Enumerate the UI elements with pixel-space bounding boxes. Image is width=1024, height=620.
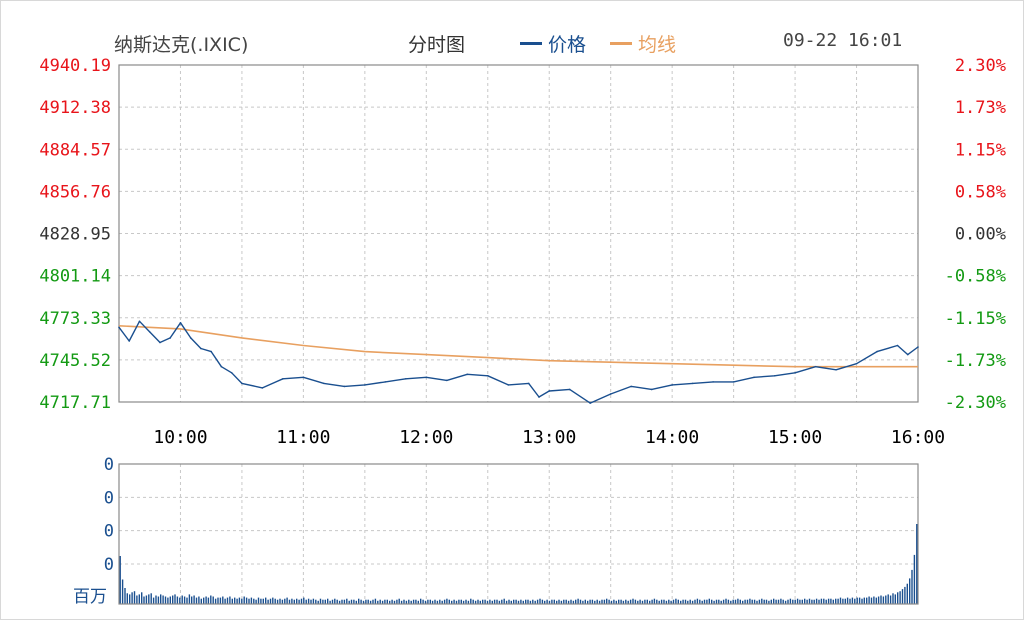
datetime-stamp: 09-22 16:01 — [783, 30, 903, 51]
price-point — [466, 373, 469, 376]
price-point — [507, 384, 510, 386]
x-tick-label: 10:00 — [153, 427, 207, 448]
y-tick-label: 4745.52 — [39, 351, 111, 371]
price-point — [794, 371, 796, 374]
price-point — [405, 378, 407, 380]
price-point — [302, 376, 305, 379]
price-point — [876, 350, 878, 353]
volume-plot-border — [118, 463, 919, 605]
price-point — [527, 382, 530, 385]
legend-avg-swatch — [610, 42, 632, 45]
y-tick-label: 4773.33 — [39, 309, 111, 329]
legend-price-label: 价格 — [548, 34, 587, 56]
y-right-tick-label: 1.73% — [955, 98, 1006, 118]
price-point — [650, 388, 653, 391]
price-point — [384, 381, 387, 383]
price-point — [609, 393, 612, 395]
price-point — [445, 379, 448, 382]
legend-price: 价格 — [520, 30, 586, 57]
x-tick-label: 12:00 — [399, 427, 453, 448]
price-point — [691, 382, 694, 385]
price-line — [118, 320, 919, 404]
x-tick-label: 16:00 — [891, 427, 945, 448]
price-point — [118, 326, 120, 329]
price-point — [148, 331, 151, 333]
price-point — [486, 375, 489, 377]
y-tick-label: 4717.71 — [39, 393, 111, 413]
price-point — [189, 337, 192, 339]
y-right-tick-label: -1.15% — [945, 309, 1006, 329]
y-right-tick-label: 1.15% — [955, 140, 1006, 160]
y-tick-label: 4801.14 — [39, 267, 111, 287]
volume-grid — [119, 464, 918, 604]
x-tick-label: 11:00 — [276, 427, 330, 448]
y-tick-label: 4940.19 — [39, 56, 111, 76]
price-point — [364, 384, 366, 386]
y-right-tick-label: 2.30% — [955, 56, 1006, 76]
price-point — [906, 353, 909, 356]
price-plot-border — [118, 64, 919, 403]
x-tick-label: 13:00 — [522, 427, 576, 448]
y-right-tick-label: -2.30% — [945, 393, 1006, 413]
price-point — [568, 388, 571, 391]
price-point — [732, 381, 735, 383]
y-tick-label: 4856.76 — [39, 182, 111, 202]
x-tick-label: 15:00 — [768, 427, 822, 448]
x-tick-label: 14:00 — [645, 427, 699, 448]
volume-y-tick-label: 0 — [104, 488, 114, 508]
price-point — [230, 371, 233, 374]
price-point — [159, 341, 161, 344]
price-point — [138, 320, 141, 323]
y-right-tick-label: 0.58% — [955, 182, 1006, 202]
price-point — [169, 337, 172, 339]
price-point — [241, 382, 243, 385]
volume-y-tick-label: 0 — [104, 555, 114, 575]
price-point — [210, 350, 212, 353]
volume-y-tick-label: 0 — [104, 522, 114, 542]
price-point — [548, 390, 551, 392]
price-point — [835, 368, 837, 371]
volume-unit-label: 百万 — [73, 587, 107, 607]
price-point — [179, 321, 182, 324]
price-point — [855, 362, 858, 365]
y-tick-label: 4912.38 — [39, 98, 111, 118]
view-label-intraday: 分时图 — [408, 34, 466, 56]
avg-line — [118, 325, 918, 368]
price-point — [917, 346, 919, 348]
legend-price-swatch — [520, 42, 542, 45]
price-point — [343, 385, 346, 388]
price-point — [425, 376, 428, 379]
price-point — [589, 402, 592, 404]
price-point — [814, 365, 817, 368]
price-point — [220, 365, 223, 368]
price-point — [323, 382, 325, 385]
price-point — [671, 384, 673, 386]
y-right-tick-label: -0.58% — [945, 267, 1006, 287]
price-point — [282, 378, 284, 380]
y-right-tick-label: -1.73% — [945, 351, 1006, 371]
price-point — [200, 347, 202, 350]
y-tick-label: 4884.57 — [39, 140, 111, 160]
price-grid — [119, 65, 918, 402]
index-title: 纳斯达克(.IXIC) — [114, 34, 249, 56]
price-point — [753, 376, 755, 379]
price-point — [712, 381, 714, 383]
price-point — [896, 344, 899, 347]
price-point — [630, 385, 632, 388]
y-right-tick-label: 0.00% — [955, 225, 1006, 245]
volume-y-tick-label: 0 — [104, 455, 114, 475]
legend-avg: 均线 — [610, 30, 676, 57]
y-tick-label: 4828.95 — [39, 225, 111, 245]
price-point — [261, 387, 264, 389]
price-point — [128, 340, 131, 342]
price-point — [538, 396, 540, 398]
price-point — [773, 375, 776, 377]
legend-avg-label: 均线 — [638, 34, 677, 56]
